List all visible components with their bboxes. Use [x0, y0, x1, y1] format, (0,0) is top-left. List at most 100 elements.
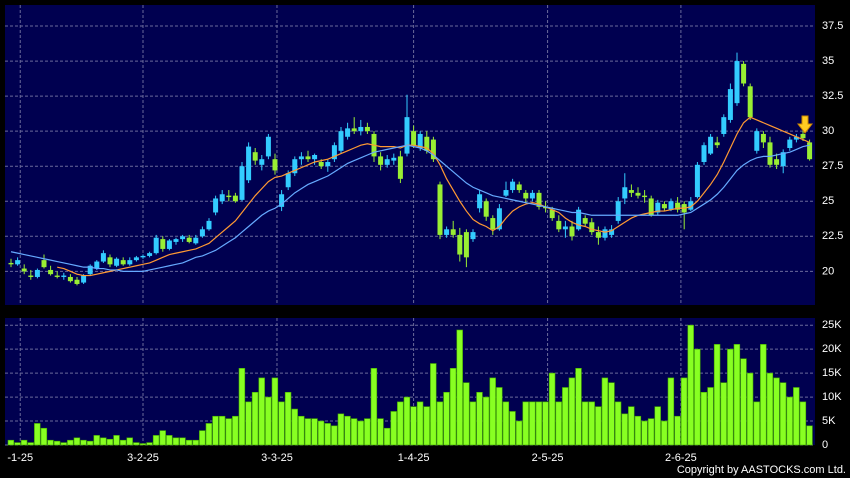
y-tick-label: 20K	[822, 343, 842, 355]
volume-bar	[588, 401, 595, 446]
candle-body	[48, 269, 54, 275]
volume-bar	[350, 418, 358, 446]
candle-body	[780, 152, 786, 167]
candle-body	[180, 236, 186, 240]
volume-bar	[232, 415, 239, 446]
candle-body	[721, 117, 727, 134]
candle-body	[708, 136, 714, 154]
volume-bar	[779, 382, 787, 446]
candle-body	[160, 239, 166, 249]
candle-body	[543, 206, 549, 209]
volume-bar	[555, 401, 562, 446]
candle-body	[107, 257, 113, 265]
volume-bar	[581, 401, 589, 446]
candle-body	[523, 192, 529, 199]
volume-bar	[733, 344, 741, 446]
candle-body	[279, 194, 285, 207]
volume-bar	[634, 415, 642, 446]
volume-bar	[377, 418, 384, 446]
volume-bar	[410, 406, 417, 446]
volume-bar	[278, 401, 285, 446]
volume-bar	[720, 382, 727, 446]
volume-bar	[403, 396, 411, 446]
volume-bar	[93, 435, 100, 446]
candle-body	[767, 142, 773, 165]
y-tick-label: 0	[822, 439, 828, 451]
volume-bar	[324, 423, 331, 446]
volume-bar	[786, 396, 793, 446]
candle-body	[470, 232, 476, 240]
volume-bar	[469, 401, 477, 446]
candle-body	[430, 139, 436, 160]
candle-body	[331, 145, 337, 160]
volume-bar	[614, 401, 622, 446]
volume-bar	[502, 401, 510, 446]
volume-bar	[397, 401, 404, 446]
candle-body	[444, 229, 450, 235]
volume-bar	[489, 377, 496, 446]
candle-body	[741, 63, 747, 84]
volume-bar	[773, 377, 780, 446]
candle-body	[61, 275, 67, 277]
candle-body	[259, 159, 265, 165]
volume-bar	[661, 420, 668, 446]
volume-bar	[27, 442, 34, 446]
volume-bar	[548, 372, 556, 446]
candle-body	[351, 128, 357, 132]
volume-bar	[443, 391, 450, 446]
volume-bar	[185, 439, 193, 446]
volume-bar	[423, 406, 430, 446]
candle-body	[642, 195, 648, 198]
candle-body	[549, 209, 555, 219]
volume-bar	[509, 411, 516, 446]
plot-layer: 20 22.5 25 27.5 30 32.5 35 37.5 0 5K 10K 15K 20K 25K -…	[5, 5, 843, 464]
candle-body	[305, 156, 311, 160]
candle-body	[28, 275, 34, 277]
volume-bar	[179, 437, 186, 446]
candle-body	[483, 201, 489, 217]
candle-body	[800, 133, 806, 139]
candle-body	[127, 260, 133, 265]
candle-body	[173, 239, 179, 242]
volume-bar	[139, 443, 147, 446]
moving-average-line	[57, 116, 810, 277]
volume-bar	[806, 425, 813, 446]
volume-bar	[172, 437, 180, 446]
candle-body	[120, 260, 126, 265]
candle-body	[285, 173, 291, 188]
volume-bar	[799, 401, 807, 446]
volume-bar	[476, 391, 483, 446]
x-tick-label: 1-4-25	[398, 452, 430, 464]
candle-body	[199, 229, 205, 237]
candle-body	[298, 156, 304, 160]
y-tick-label: 25	[822, 195, 834, 207]
candle-body	[635, 192, 641, 196]
volume-bar	[212, 415, 219, 446]
candle-body	[760, 133, 766, 143]
y-tick-label: 30	[822, 125, 834, 137]
candle-body	[272, 159, 278, 171]
candle-body	[787, 139, 793, 148]
volume-bar	[245, 401, 252, 446]
volume-bar	[40, 427, 48, 446]
volume-bar	[119, 439, 127, 446]
candle-body	[602, 229, 608, 238]
volume-bar	[430, 363, 437, 446]
volume-bar	[707, 387, 714, 446]
candle-body	[226, 195, 232, 198]
volume-bar	[700, 391, 708, 446]
candle-body	[384, 159, 390, 165]
candle-body	[34, 269, 40, 277]
volume-bar	[753, 401, 760, 446]
volume-bar	[740, 358, 747, 446]
candle-body	[312, 155, 318, 160]
candle-body	[252, 152, 258, 161]
volume-bar	[793, 387, 800, 446]
candle-body	[133, 257, 139, 261]
candle-body	[589, 222, 595, 233]
volume-bar	[390, 411, 397, 446]
candle-body	[562, 226, 568, 230]
candle-body	[668, 201, 674, 210]
volume-bar	[192, 439, 199, 446]
volume-bar	[317, 420, 325, 446]
